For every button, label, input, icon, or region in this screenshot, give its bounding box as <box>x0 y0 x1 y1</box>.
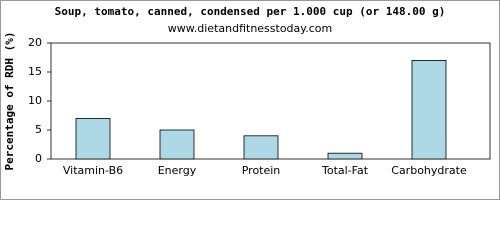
x-tick-label: Protein <box>242 164 281 177</box>
bar <box>75 118 111 160</box>
y-axis-label: Percentage of RDH (%) <box>3 31 16 170</box>
bar <box>243 135 279 160</box>
x-tick-label: Carbohydrate <box>391 164 467 177</box>
bar <box>327 152 363 160</box>
bar <box>159 129 195 160</box>
chart-subtitle: www.dietandfitnesstoday.com <box>168 22 332 35</box>
chart: Soup, tomato, canned, condensed per 1.00… <box>0 0 500 200</box>
y-tick-label: 15 <box>28 65 42 78</box>
x-tick-label: Vitamin-B6 <box>63 164 123 177</box>
x-tick-label: Energy <box>158 164 197 177</box>
page: Soup, tomato, canned, condensed per 1.00… <box>0 0 500 200</box>
chart-title: Soup, tomato, canned, condensed per 1.00… <box>55 5 446 18</box>
x-tick-label: Total-Fat <box>321 164 369 177</box>
y-tick-label: 10 <box>28 94 42 107</box>
y-tick-label: 20 <box>28 36 42 49</box>
bar <box>411 60 447 160</box>
y-tick-label: 5 <box>35 123 42 136</box>
y-tick-label: 0 <box>35 152 42 165</box>
